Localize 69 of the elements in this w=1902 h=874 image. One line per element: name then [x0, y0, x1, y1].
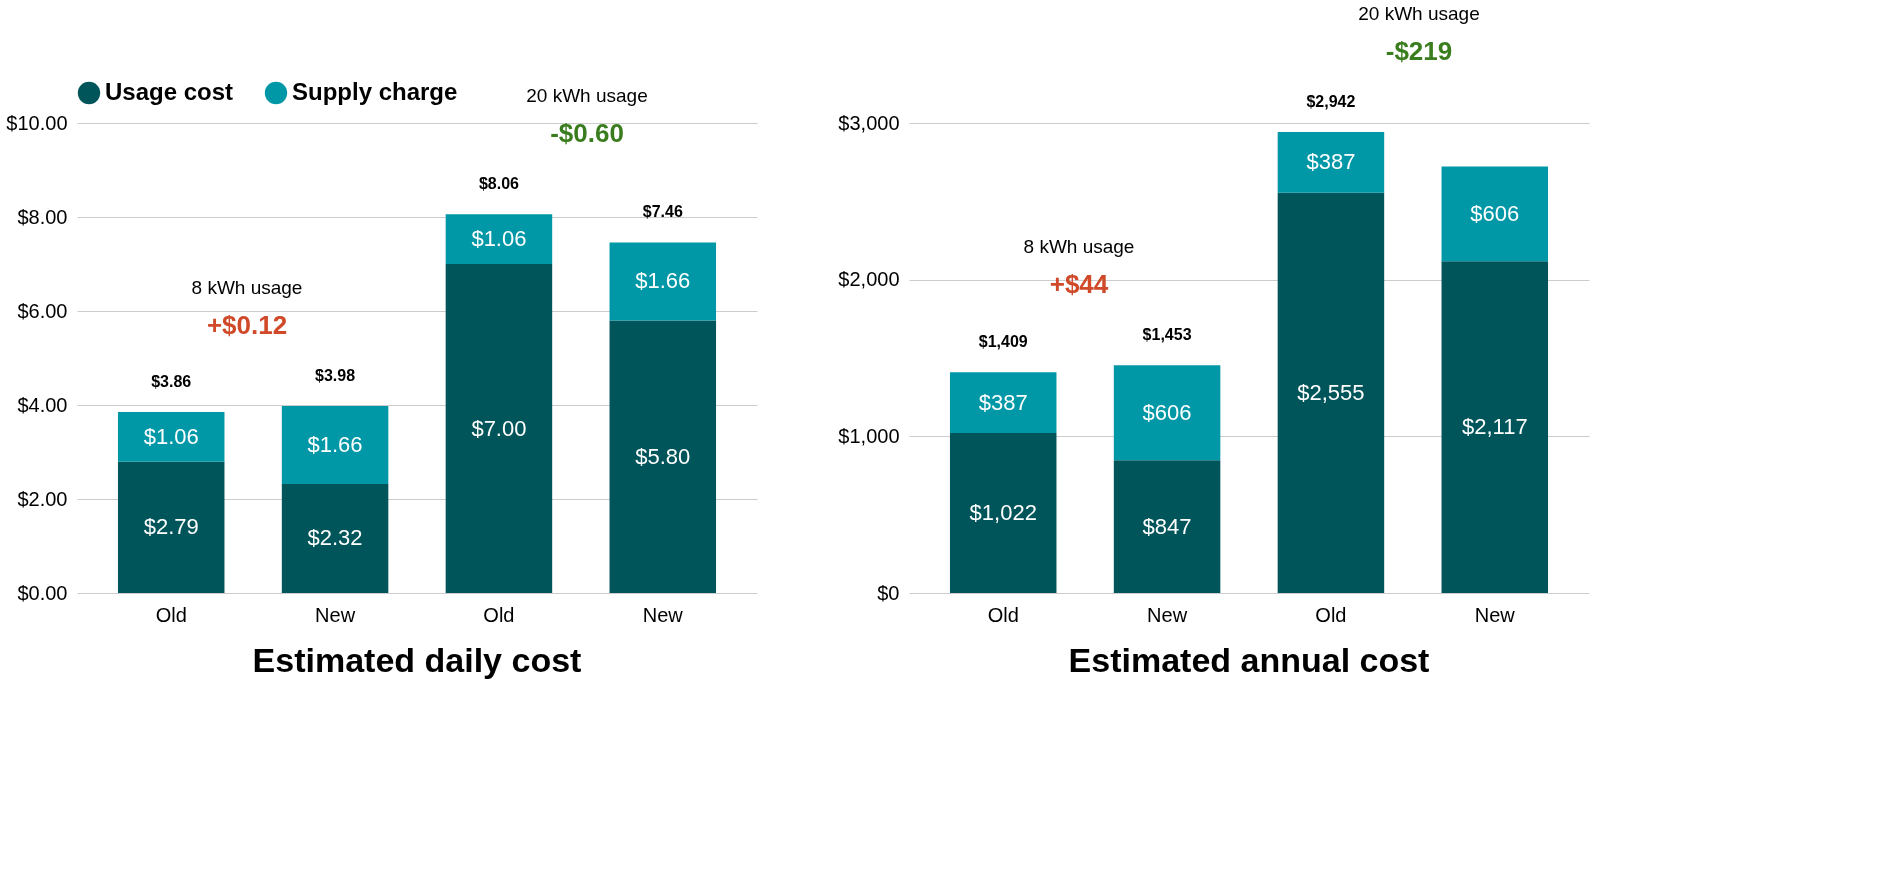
- data-label: $606: [1142, 399, 1192, 425]
- text: -$219: [1385, 36, 1453, 67]
- data-label: $1.06: [471, 226, 527, 252]
- bar: [949, 372, 1057, 433]
- data-label: $1.66: [307, 431, 363, 457]
- data-label: $1.06: [143, 423, 199, 449]
- bar: [445, 264, 553, 593]
- total-label: $3.86: [151, 373, 192, 391]
- bar: [1277, 192, 1385, 593]
- x-tick-label: New: [315, 603, 356, 626]
- x-tick-label: Old: [987, 603, 1019, 626]
- x-tick-label: Old: [483, 603, 515, 626]
- x-tick-label: New: [1474, 603, 1516, 626]
- x-tick-label: New: [642, 603, 684, 626]
- data-label: $2,555: [1297, 379, 1365, 405]
- total-label: $1,409: [978, 333, 1028, 351]
- bar: [1277, 132, 1385, 193]
- data-label: $847: [1142, 513, 1192, 539]
- bar: [445, 214, 553, 264]
- data-label: $2,117: [1461, 414, 1528, 440]
- y-tick-label: $2,000: [838, 268, 900, 291]
- y-tick-label: $6.00: [17, 299, 68, 322]
- data-label: $2.79: [143, 514, 199, 540]
- bar: [117, 412, 225, 462]
- bar: [1113, 365, 1221, 461]
- y-tick-label: $4.00: [17, 393, 68, 416]
- bar: [281, 405, 389, 484]
- y-tick-label: $1,000: [838, 424, 900, 447]
- text: Estimated annual cost: [1068, 641, 1430, 679]
- bar: [949, 432, 1057, 593]
- x-tick-label: Old: [1315, 603, 1347, 626]
- annotation: 8 kWh usage: [1023, 236, 1135, 258]
- bar: [609, 320, 717, 593]
- data-label: $1.66: [635, 268, 691, 294]
- data-label: $7.00: [471, 415, 527, 441]
- annotation: +$44: [1049, 269, 1109, 300]
- data-label: $606: [1470, 200, 1520, 226]
- bar: [1441, 166, 1549, 262]
- bar: [117, 461, 225, 593]
- bar: [609, 242, 717, 321]
- y-tick-label: $3,000: [838, 111, 900, 134]
- text: 20 kWh usage: [526, 85, 648, 107]
- total-label: $3.98: [315, 366, 356, 384]
- y-tick-label: $0: [877, 581, 900, 604]
- total-label: $7.46: [642, 203, 683, 221]
- y-tick-label: $0.00: [17, 581, 68, 604]
- data-label: $5.80: [635, 443, 691, 469]
- text: 20 kWh usage: [1358, 3, 1480, 25]
- total-label: $2,942: [1306, 93, 1356, 111]
- legend-label: Supply charge: [292, 78, 458, 105]
- y-tick-label: $8.00: [17, 205, 68, 228]
- bar: [1441, 261, 1549, 593]
- x-tick-label: Old: [155, 603, 187, 626]
- data-label: $1,022: [969, 499, 1037, 525]
- bar: [1113, 460, 1221, 593]
- total-label: $1,453: [1142, 326, 1192, 344]
- annotation: 8 kWh usage: [191, 276, 303, 298]
- data-label: $2.32: [307, 525, 363, 551]
- total-label: $8.06: [478, 175, 520, 193]
- bar: [281, 483, 389, 593]
- annotation: -$0.60: [550, 118, 624, 149]
- y-tick-label: $10.00: [6, 111, 68, 134]
- data-label: $387: [978, 389, 1028, 415]
- text: Estimated daily cost: [252, 641, 582, 679]
- annotation: +$0.12: [206, 309, 288, 340]
- x-tick-label: New: [1147, 603, 1188, 626]
- legend-label: Usage cost: [105, 78, 234, 105]
- y-tick-label: $2.00: [17, 487, 68, 510]
- data-label: $387: [1306, 149, 1356, 175]
